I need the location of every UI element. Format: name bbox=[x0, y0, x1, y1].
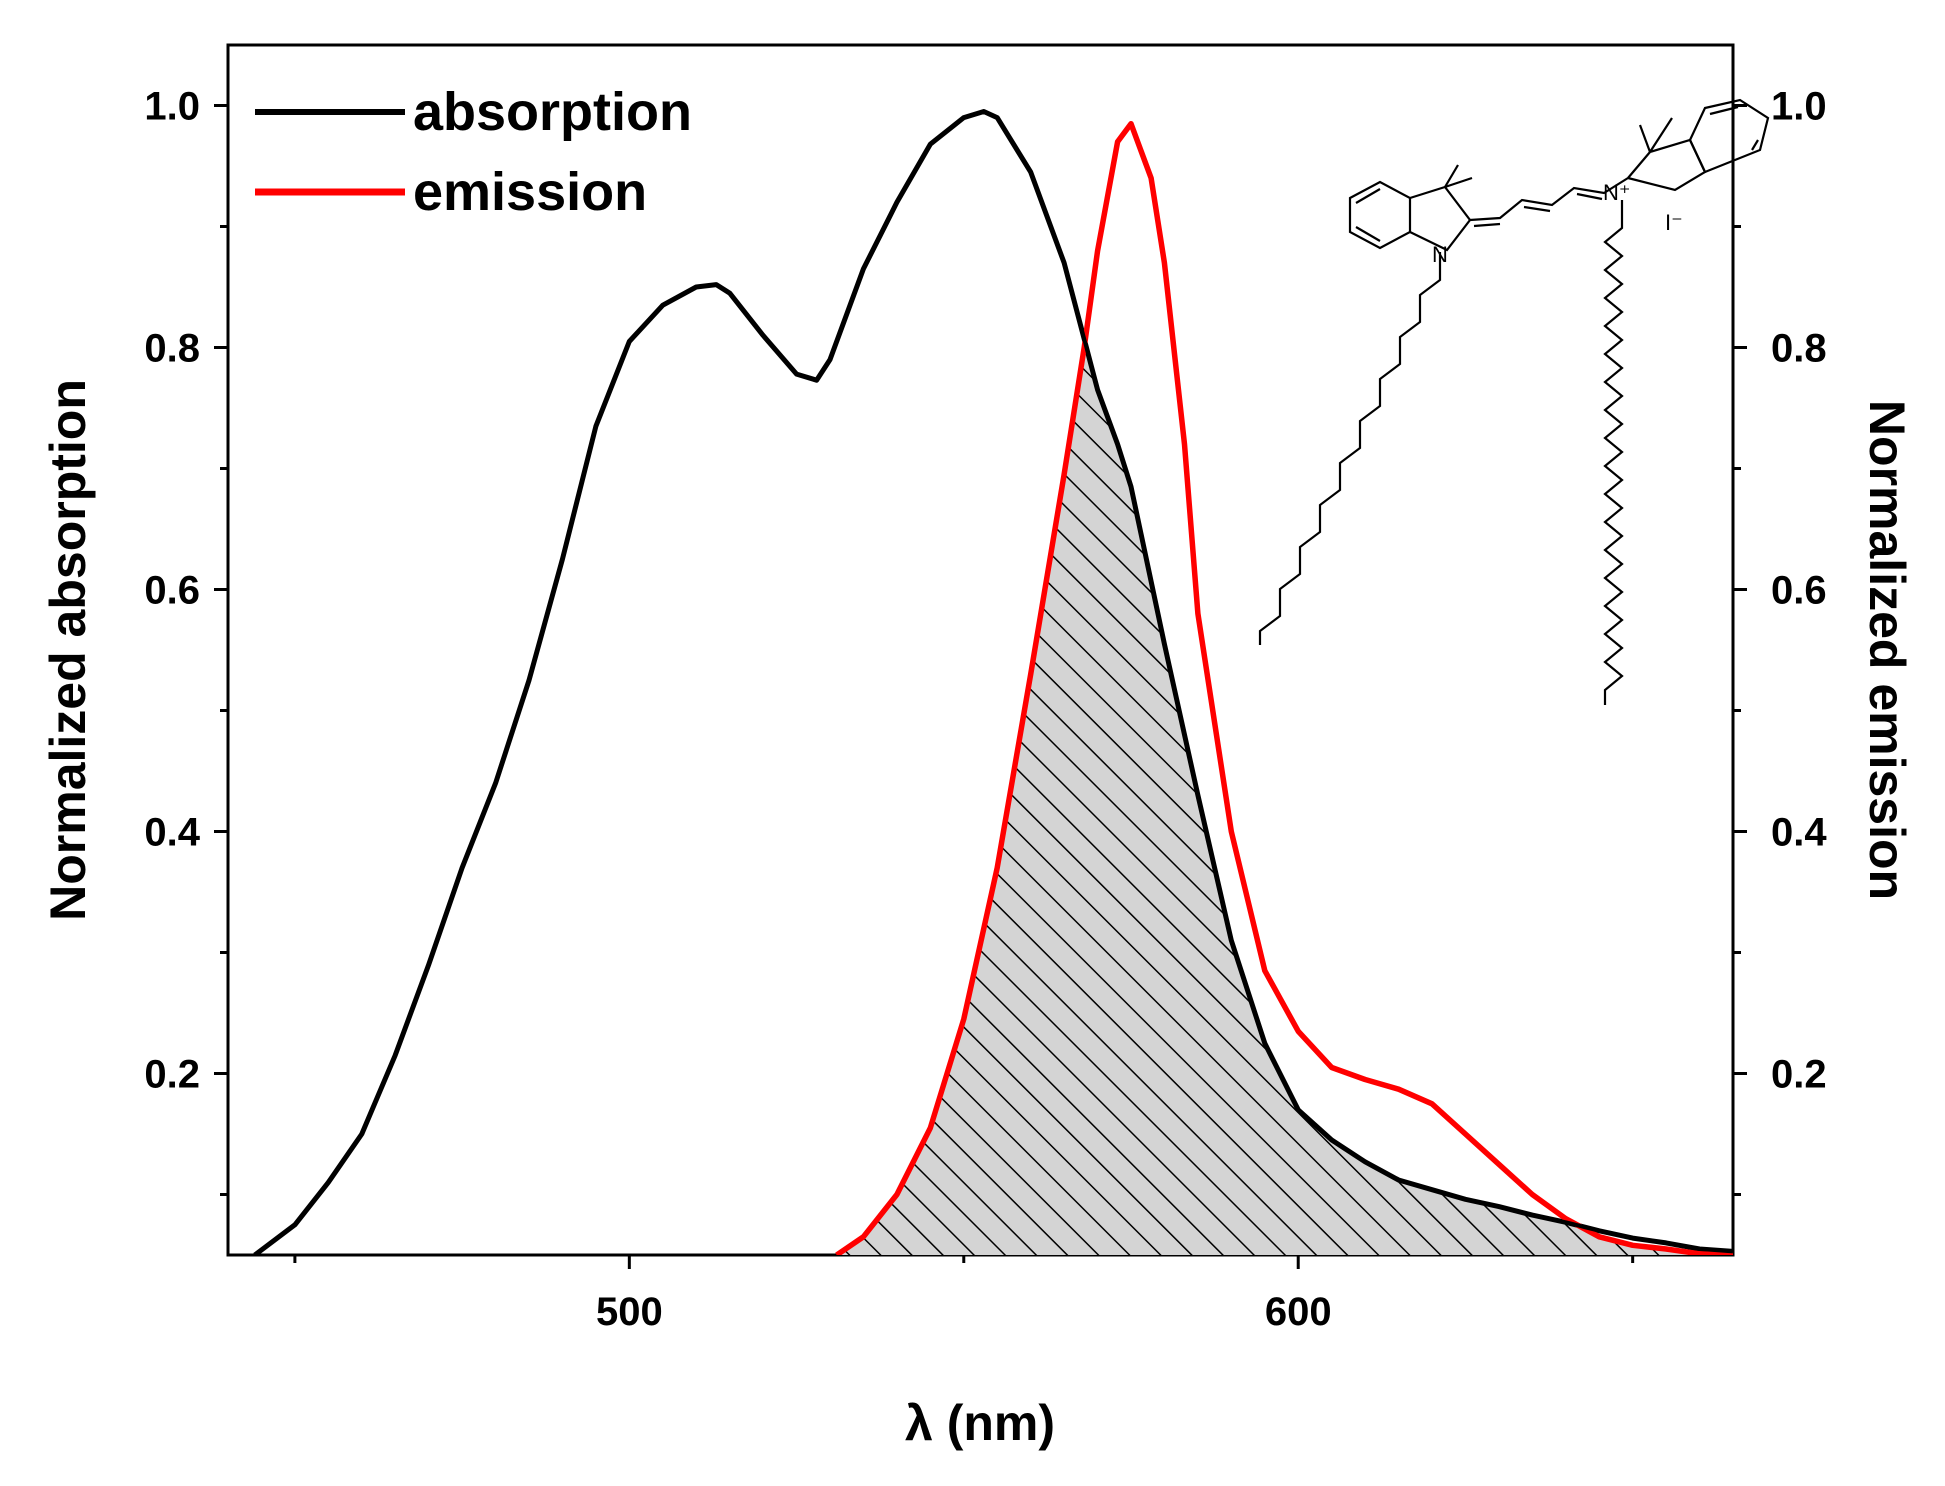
x-tick-label: 500 bbox=[596, 1290, 663, 1334]
y-axis-title-left: Normalized absorption bbox=[40, 379, 96, 921]
y-left-tick-label: 0.6 bbox=[144, 569, 200, 613]
molecule-label-n-plus: N⁺ bbox=[1603, 180, 1631, 205]
x-axis-title: λ (nm) bbox=[905, 1395, 1055, 1451]
y-right-tick-label: 1.0 bbox=[1771, 85, 1827, 129]
molecule-label-iodide: I⁻ bbox=[1665, 210, 1683, 235]
molecule-label-n-left: N bbox=[1432, 242, 1448, 267]
molecule-structure-illustration bbox=[1258, 98, 1770, 705]
y-right-tick-label: 0.2 bbox=[1771, 1053, 1827, 1097]
y-right-tick-label: 0.6 bbox=[1771, 569, 1827, 613]
y-left-tick-label: 0.2 bbox=[144, 1053, 200, 1097]
axis-tick-labels: 500 600 0.2 0.2 0.4 0.4 0.6 0.6 0.8 0.8 1.0 1.0 bbox=[144, 85, 1827, 1335]
y-left-tick-label: 0.8 bbox=[144, 327, 200, 371]
absorption-series-line-overlay bbox=[834, 109, 1733, 1254]
x-tick-label: 600 bbox=[1265, 1290, 1332, 1334]
overlap-hatched-area bbox=[836, 347, 1733, 1255]
axis-ticks bbox=[214, 104, 1747, 1269]
legend: absorption emission bbox=[255, 82, 692, 222]
y-right-tick-label: 0.4 bbox=[1771, 811, 1827, 855]
emission-series-line bbox=[835, 120, 1733, 1255]
legend-label-emission: emission bbox=[413, 162, 647, 222]
y-axis-title-right: Normalized emission bbox=[1859, 400, 1915, 900]
y-left-tick-label: 0.4 bbox=[144, 811, 200, 855]
y-left-tick-label: 1.0 bbox=[144, 85, 200, 129]
legend-label-absorption: absorption bbox=[413, 82, 692, 142]
y-right-tick-label: 0.8 bbox=[1771, 327, 1827, 371]
